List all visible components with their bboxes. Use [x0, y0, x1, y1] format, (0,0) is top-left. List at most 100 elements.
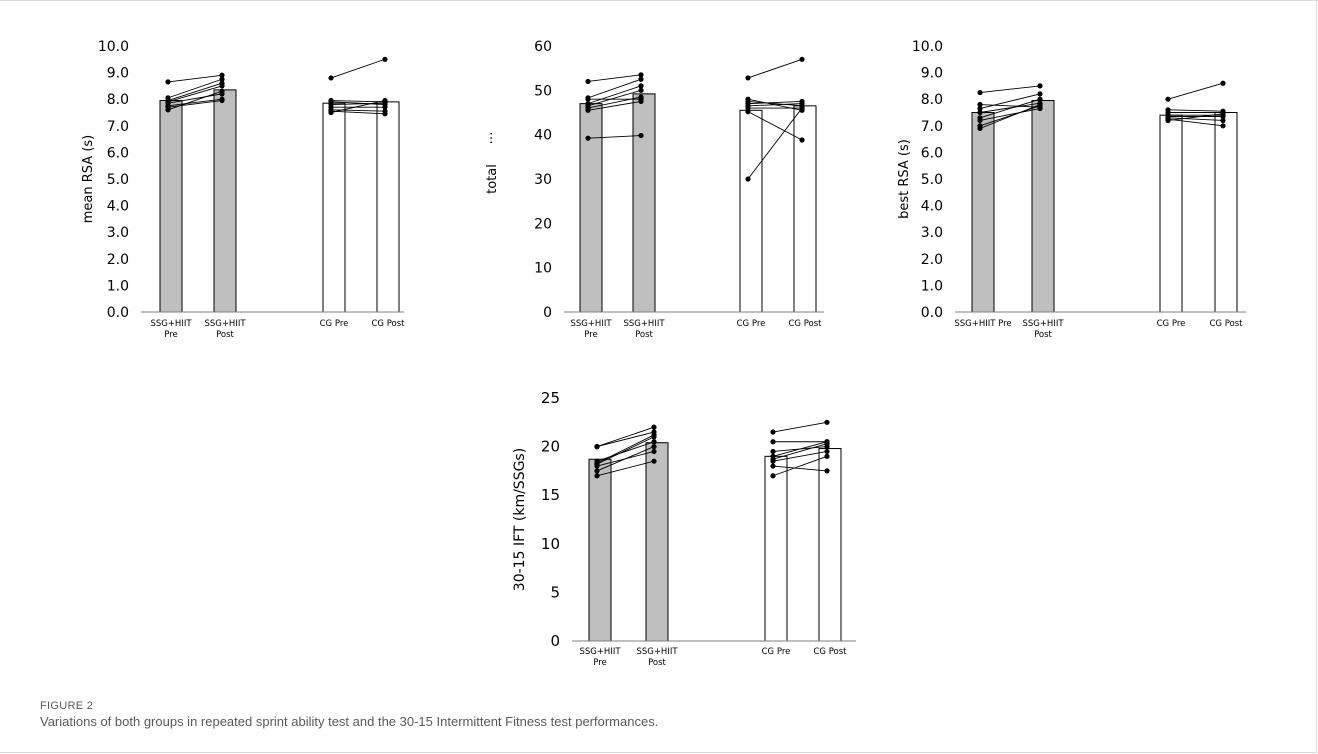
individual-point [824, 441, 830, 447]
individual-point [1220, 80, 1226, 86]
intervention-bar [1031, 100, 1055, 313]
individual-point [638, 83, 644, 89]
y-tick-label: 5.0 [107, 172, 129, 188]
individual-point [585, 96, 591, 102]
control-bar [1159, 114, 1183, 313]
y-tick-label: 15 [541, 486, 560, 504]
individual-change-line [596, 436, 655, 465]
individual-point [824, 453, 830, 459]
individual-change-line [747, 100, 803, 107]
individual-point [977, 109, 983, 116]
individual-change-line [167, 74, 223, 83]
y-tick-label: 20 [541, 438, 560, 456]
individual-change-line [772, 441, 828, 457]
x-category-label: Post [1034, 330, 1052, 340]
individual-change-line [587, 85, 642, 105]
individual-point [382, 104, 388, 110]
x-category-label: CG Post [371, 319, 405, 329]
y-tick-label: 25 [541, 389, 560, 407]
individual-change-line [587, 78, 642, 99]
y-tick-label: 0 [550, 632, 560, 650]
individual-point [651, 439, 657, 445]
individual-change-line [979, 102, 1041, 113]
individual-point [745, 176, 751, 182]
y-tick-label: 0.0 [921, 305, 943, 321]
y-tick-label: 6.0 [107, 145, 129, 161]
y-tick-label: 5 [550, 583, 560, 601]
individual-change-line [1167, 117, 1224, 121]
individual-point [219, 76, 225, 82]
individual-point [1220, 123, 1226, 129]
individual-change-line [772, 443, 828, 460]
x-category-label: SSG+HIIT [150, 319, 192, 329]
y-tick-label: 50 [534, 83, 552, 99]
individual-point [651, 444, 657, 450]
individual-change-line [587, 96, 642, 109]
individual-point [638, 87, 644, 93]
individual-point [1165, 117, 1171, 124]
individual-change-line [747, 58, 803, 79]
y-tick-label: 10 [534, 261, 552, 277]
individual-point [977, 125, 983, 132]
x-category-label: SSG+HIIT [570, 319, 612, 329]
individual-change-line [979, 104, 1041, 108]
individual-change-line [596, 460, 655, 477]
individual-point [638, 72, 644, 78]
individual-change-line [772, 455, 828, 477]
y-tick-label: 0.0 [107, 305, 129, 321]
y-axis-title: total [485, 164, 500, 194]
intervention-bar [588, 458, 612, 642]
individual-change-line [330, 100, 386, 103]
y-axis-title: best RSA (s) [897, 139, 912, 219]
caption-label: FIGURE 2 [40, 700, 94, 712]
control-bar [818, 448, 842, 642]
individual-point [382, 111, 388, 117]
x-category-label: Post [216, 330, 234, 340]
individual-point [638, 94, 644, 100]
y-tick-label: 6.0 [921, 145, 943, 161]
individual-point [165, 107, 171, 113]
individual-point [977, 89, 983, 96]
individual-point [651, 458, 657, 464]
x-category-label: SSG+HIIT [204, 319, 246, 329]
individual-change-line [979, 104, 1041, 129]
individual-change-line [587, 135, 642, 139]
individual-change-line [596, 434, 655, 464]
y-tick-label: 10 [541, 535, 560, 553]
individual-change-line [1167, 113, 1224, 121]
caption-text: Variations of both groups in repeated sp… [40, 714, 659, 729]
individual-point [799, 105, 805, 111]
y-tick-label: 3.0 [107, 225, 129, 241]
individual-point [770, 456, 776, 462]
individual-point [219, 72, 225, 78]
individual-point [1037, 83, 1043, 89]
intervention-bar [645, 442, 669, 642]
x-category-label: SSG+HIIT [636, 647, 678, 657]
y-tick-label: 9.0 [921, 66, 943, 82]
y-tick-label: 7.0 [107, 119, 129, 135]
individual-change-line [587, 89, 642, 107]
individual-change-line [747, 111, 803, 141]
control-bar [764, 455, 788, 642]
individual-change-line [979, 98, 1041, 119]
control-bar [1214, 112, 1238, 313]
y-tick-label: 3.0 [921, 225, 943, 241]
individual-point [799, 56, 805, 62]
intervention-bar [971, 112, 995, 313]
x-category-label: SSG+HIIT Pre [954, 319, 1011, 329]
individual-change-line [772, 465, 828, 472]
individual-point [638, 76, 644, 82]
y-axis-title: mean RSA (s) [81, 135, 96, 223]
y-axis-title-continuation: … [481, 132, 496, 145]
x-category-label: SSG+HIIT [1022, 319, 1064, 329]
individual-point [799, 101, 805, 107]
individual-change-line [167, 78, 223, 99]
individual-change-line [167, 82, 223, 101]
intervention-bar [632, 93, 656, 313]
individual-point [219, 88, 225, 94]
individual-point [1037, 96, 1043, 102]
individual-change-line [979, 105, 1041, 127]
intervention-bar [579, 103, 603, 313]
individual-change-line [1167, 118, 1224, 127]
